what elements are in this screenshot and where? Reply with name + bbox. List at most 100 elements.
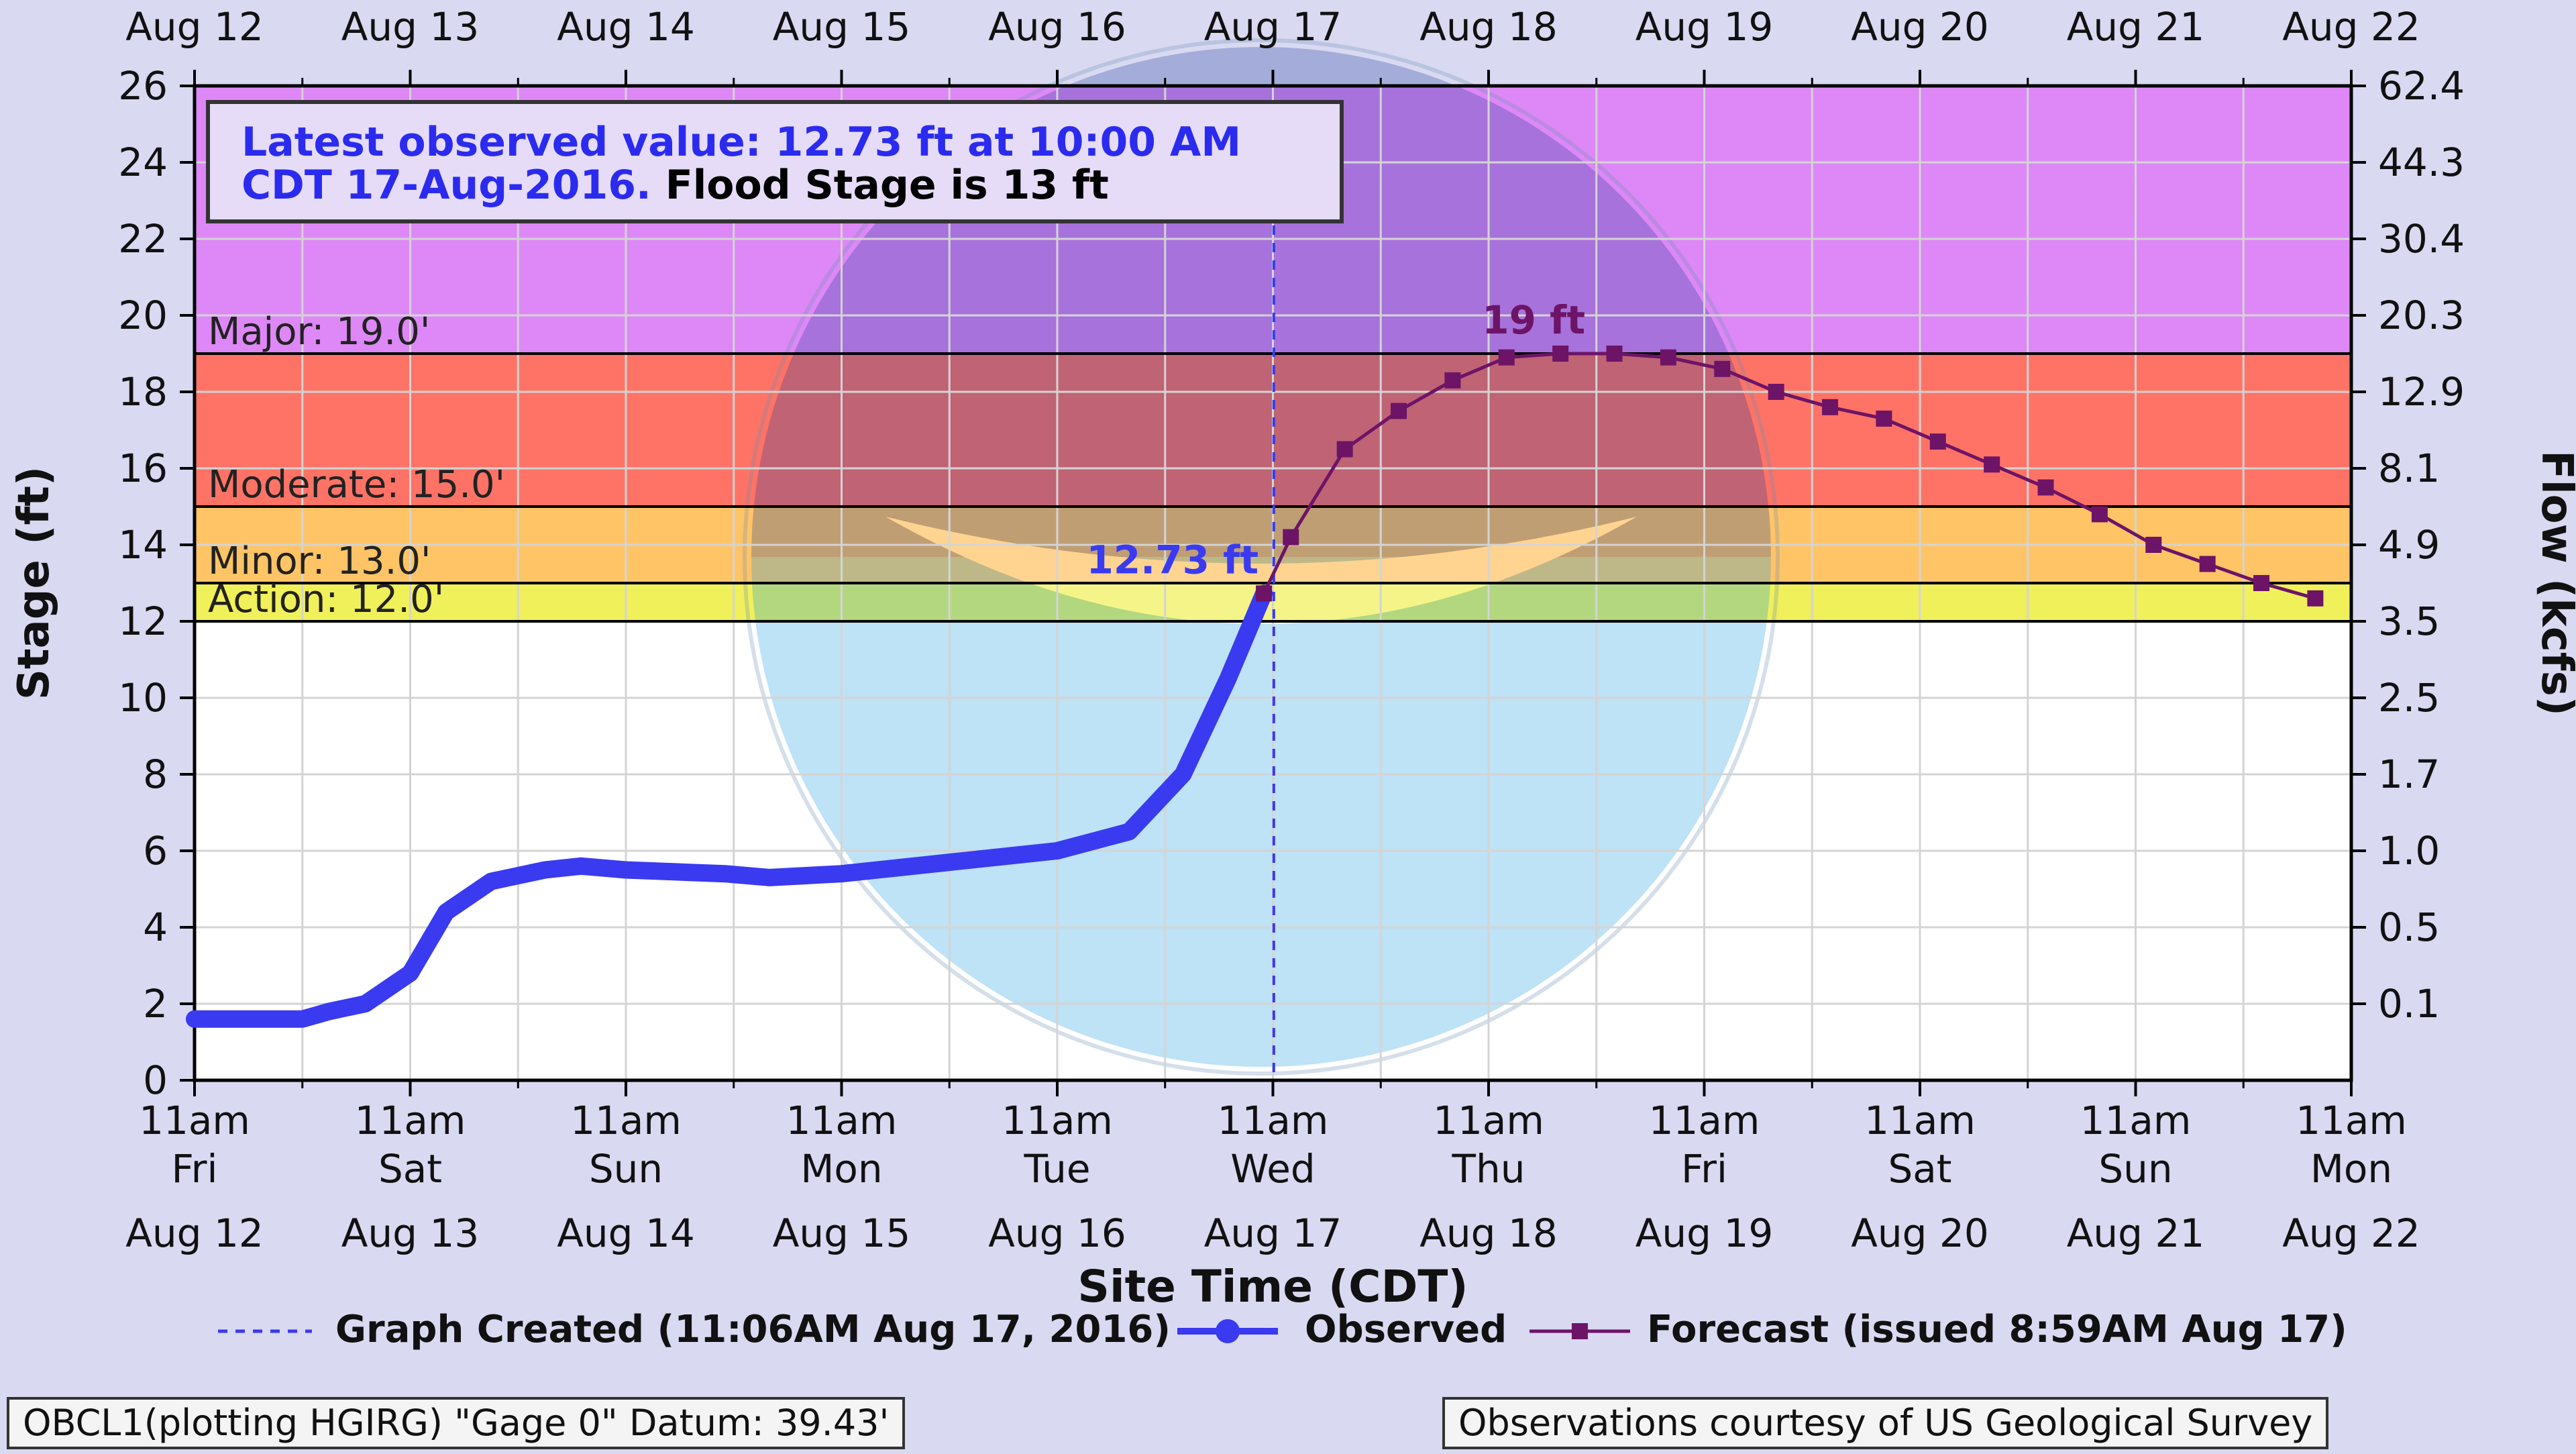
x-day-label: Sun <box>2098 1146 2172 1192</box>
forecast-point <box>1336 441 1353 458</box>
x-date-label: Aug 20 <box>1851 1210 1989 1256</box>
y-right-tick-label: 8.1 <box>2378 446 2440 491</box>
x-time-label: 11am <box>786 1098 898 1143</box>
forecast-point <box>1984 456 2000 473</box>
forecast-point <box>2199 556 2216 572</box>
x-date-label: Aug 16 <box>988 1210 1126 1256</box>
y-right-tick-label: 20.3 <box>2378 293 2465 338</box>
noaa-watermark <box>743 38 1780 1076</box>
observed-series-line <box>186 584 1273 1028</box>
forecast-crest-label: 19 ft <box>1482 297 1585 343</box>
watermark-gull <box>885 517 1637 624</box>
x-axis-title: Site Time (CDT) <box>1077 1261 1468 1312</box>
flood-label-major: Major: 19.0' <box>208 310 430 354</box>
x-top-date-label: Aug 17 <box>1204 4 1342 50</box>
forecast-point <box>1552 346 1569 362</box>
observations-credit-box: Observations courtesy of US Geological S… <box>1442 1397 2329 1449</box>
y-right-tick-label: 1.7 <box>2378 751 2440 797</box>
forecast-point <box>1444 372 1461 388</box>
y-tick-label: 4 <box>143 904 168 950</box>
y-right-tick-label: 3.5 <box>2378 599 2440 644</box>
y-right-tick-label: 30.4 <box>2378 216 2465 262</box>
forecast-point <box>1391 403 1407 419</box>
x-time-label: 11am <box>1433 1098 1544 1143</box>
x-day-label: Wed <box>1230 1146 1315 1192</box>
legend-observed-label: Observed <box>1305 1308 1507 1351</box>
x-time-label: 11am <box>355 1098 466 1143</box>
forecast-point <box>1929 433 1946 450</box>
y-tick-label: 8 <box>143 751 168 797</box>
x-top-date-label: Aug 15 <box>773 4 911 50</box>
x-day-label: Sat <box>378 1146 442 1192</box>
x-date-label: Aug 18 <box>1419 1210 1558 1256</box>
x-day-label: Mon <box>2310 1146 2392 1192</box>
x-day-label: Fri <box>171 1146 217 1192</box>
x-top-date-label: Aug 13 <box>341 4 480 50</box>
x-date-label: Aug 22 <box>2282 1210 2420 1256</box>
y-tick-label: 16 <box>118 446 168 491</box>
y-axis-title: Stage (ft) <box>9 466 59 700</box>
watermark-outer-ring <box>743 38 1780 1076</box>
x-top-date-label: Aug 20 <box>1851 4 1989 50</box>
forecast-point <box>1283 529 1299 546</box>
flood-label-minor: Minor: 13.0' <box>208 539 431 583</box>
y-tick-label: 14 <box>118 522 168 568</box>
x-top-date-label: Aug 22 <box>2282 4 2420 50</box>
info-box-line1: Latest observed value: 12.73 ft at 10:00… <box>241 119 1241 166</box>
legend-graph-created-label: Graph Created (11:06AM Aug 17, 2016) <box>335 1308 1171 1351</box>
y-right-tick-label: 1.0 <box>2378 828 2440 874</box>
legend-forecast-marker <box>1572 1323 1588 1339</box>
y-tick-label: 6 <box>143 828 168 874</box>
x-date-label: Aug 15 <box>773 1210 911 1256</box>
forecast-point <box>1606 346 1623 362</box>
y-right-tick-label: 62.4 <box>2378 63 2465 109</box>
forecast-point <box>2145 537 2162 553</box>
x-time-label: 11am <box>1864 1098 1976 1143</box>
x-date-label: Aug 21 <box>2067 1210 2205 1256</box>
y-right-axis-title: Flow (kcfs) <box>2532 450 2576 716</box>
forecast-point <box>1256 585 1273 602</box>
x-top-date-label: Aug 21 <box>2067 4 2205 50</box>
watermark-bottom-half <box>751 557 1771 1067</box>
y-tick-label: 2 <box>143 981 168 1027</box>
x-time-label: 11am <box>139 1098 250 1143</box>
y-tick-label: 10 <box>118 675 168 721</box>
x-time-label: 11am <box>2080 1098 2192 1143</box>
x-day-label: Sat <box>1888 1146 1951 1192</box>
gage-datum-box: OBCL1(plotting HGIRG) "Gage 0" Datum: 39… <box>7 1397 906 1449</box>
x-date-label: Aug 12 <box>125 1210 264 1256</box>
forecast-point <box>1768 384 1784 400</box>
x-top-date-label: Aug 14 <box>557 4 695 50</box>
y-right-tick-label: 12.9 <box>2378 369 2465 415</box>
x-day-label: Sun <box>589 1146 663 1192</box>
info-box-date: CDT 17-Aug-2016. <box>241 162 651 209</box>
x-date-label: Aug 17 <box>1204 1210 1342 1256</box>
x-day-label: Thu <box>1452 1146 1525 1192</box>
y-right-tick-label: 2.5 <box>2378 675 2440 721</box>
x-time-label: 11am <box>1218 1098 1329 1143</box>
y-tick-label: 20 <box>118 293 168 338</box>
x-time-label: 11am <box>570 1098 682 1143</box>
forecast-point <box>2253 575 2270 591</box>
flood-label-action: Action: 12.0' <box>208 578 444 621</box>
y-right-tick-label: 44.3 <box>2378 140 2465 185</box>
forecast-point <box>1876 410 1892 427</box>
legend-observed-marker <box>1216 1319 1240 1343</box>
y-tick-label: 12 <box>118 599 168 644</box>
forecast-point <box>2307 590 2324 607</box>
y-right-tick-label: 0.5 <box>2378 904 2440 950</box>
x-date-label: Aug 13 <box>341 1210 480 1256</box>
x-top-date-label: Aug 12 <box>125 4 264 50</box>
forecast-point <box>2091 506 2108 523</box>
y-tick-label: 26 <box>118 63 168 109</box>
x-day-label: Tue <box>1023 1146 1090 1192</box>
y-tick-label: 18 <box>118 369 168 415</box>
x-day-label: Mon <box>800 1146 882 1192</box>
x-date-label: Aug 19 <box>1635 1210 1774 1256</box>
info-box <box>206 100 1344 223</box>
forecast-point <box>1660 349 1676 366</box>
forecast-point <box>1498 349 1515 366</box>
flood-label-moderate: Moderate: 15.0' <box>208 463 505 507</box>
